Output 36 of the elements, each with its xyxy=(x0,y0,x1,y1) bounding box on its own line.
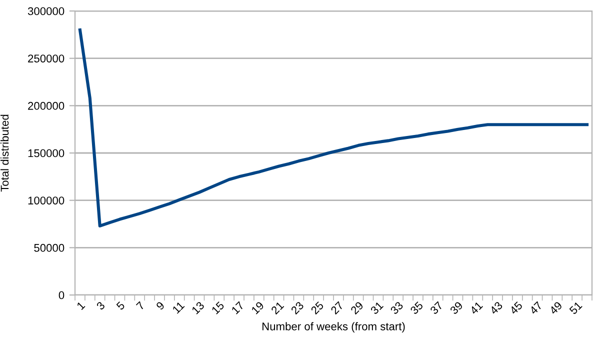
x-axis-title: Number of weeks (from start) xyxy=(262,322,405,333)
x-tick-label: 9 xyxy=(156,301,165,310)
x-tick-label: 45 xyxy=(509,301,523,315)
y-tick-label: 250000 xyxy=(28,54,64,62)
x-tick-label: 13 xyxy=(191,301,205,314)
x-tick-label: 31 xyxy=(370,301,384,315)
x-tick-label: 33 xyxy=(390,301,404,315)
x-tick-label: 47 xyxy=(529,301,543,315)
x-tick-label: 15 xyxy=(211,301,225,314)
x-tick-label: 49 xyxy=(548,301,563,315)
x-tick-label: 51 xyxy=(568,301,582,315)
x-tick-label: 1 xyxy=(76,301,86,310)
x-tick-label: 39 xyxy=(450,301,464,315)
x-tick-label: 29 xyxy=(350,301,364,315)
y-tick-label: 100000 xyxy=(28,196,64,204)
x-tick-label: 23 xyxy=(290,301,304,315)
line-series xyxy=(78,28,589,228)
x-tick-label: 35 xyxy=(410,301,424,315)
y-axis-title: Total distributed xyxy=(0,114,9,192)
x-tick-label: 17 xyxy=(231,301,244,314)
y-tick-label: 150000 xyxy=(28,149,64,158)
y-tick-label: 0 xyxy=(58,291,64,300)
y-tick-label: 300000 xyxy=(28,7,64,16)
y-tick-label: 200000 xyxy=(28,102,64,110)
x-tick-label: 25 xyxy=(310,301,324,315)
x-tick-label: 21 xyxy=(270,301,284,315)
x-tick-label: 7 xyxy=(136,301,145,310)
x-tick-label: 11 xyxy=(172,301,185,314)
x-tick-label: 3 xyxy=(96,301,106,310)
x-tick-label: 37 xyxy=(430,301,444,315)
x-tick-label: 19 xyxy=(251,301,264,314)
y-tick-label: 50000 xyxy=(34,244,64,252)
x-tick-label: 27 xyxy=(330,301,344,315)
x-tick-label: 5 xyxy=(116,301,126,310)
x-tick-label: 41 xyxy=(469,301,483,315)
x-tick-label: 43 xyxy=(489,301,503,315)
